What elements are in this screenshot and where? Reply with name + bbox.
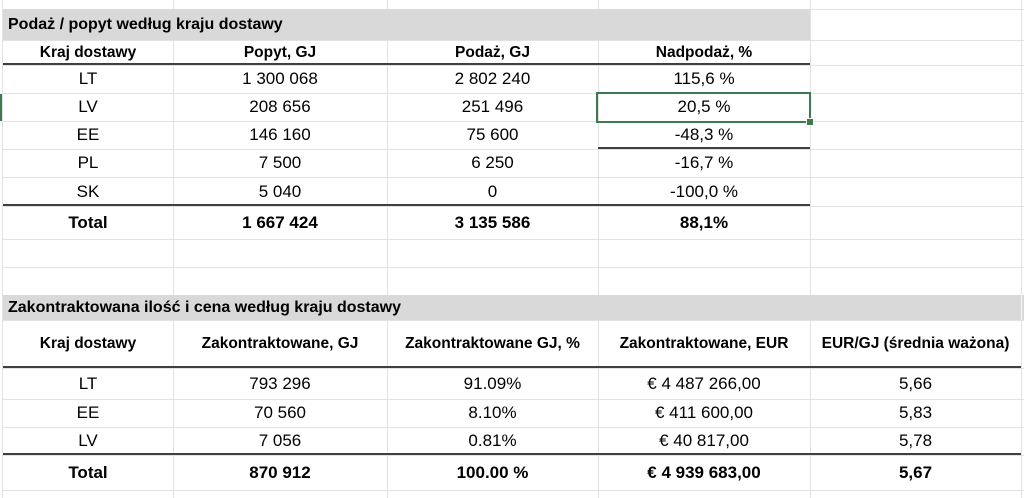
header-cell[interactable]: EUR/GJ (średnia ważona) — [821, 335, 1010, 352]
row-selection-indicator — [0, 94, 2, 121]
cell[interactable]: 75 600 — [466, 125, 519, 144]
cell[interactable]: 5 040 — [258, 182, 302, 201]
total-cell[interactable]: Total — [68, 463, 108, 482]
total-cell[interactable]: 1 667 424 — [242, 213, 318, 232]
gridline-v — [173, 0, 174, 498]
total-cell[interactable]: 870 912 — [249, 463, 311, 482]
cell[interactable]: -48,3 % — [674, 125, 734, 144]
cell[interactable]: 5,83 — [898, 403, 933, 422]
header-cell[interactable]: Kraj dostawy — [39, 335, 137, 352]
cell[interactable]: € 40 817,00 — [659, 431, 749, 450]
cell[interactable]: LV — [78, 431, 98, 450]
total-cell[interactable]: Total — [68, 213, 108, 232]
gridline-h — [2, 427, 1024, 428]
header-cell[interactable]: Kraj dostawy — [39, 44, 137, 61]
table2-total-top-border — [3, 453, 1021, 455]
cell[interactable]: 793 296 — [249, 374, 311, 393]
cell[interactable]: EE — [76, 403, 100, 422]
gridline-v — [1021, 0, 1022, 498]
gridline-h — [2, 40, 1024, 41]
total-cell[interactable]: 88,1% — [679, 213, 729, 232]
table1-header-bottom-border — [3, 63, 810, 65]
gridline-h — [2, 399, 1024, 400]
gridline-h — [2, 177, 1024, 178]
cell[interactable]: 0 — [487, 182, 498, 201]
selected-cell-outline — [596, 92, 811, 123]
cell[interactable]: 6 250 — [471, 153, 514, 172]
cell[interactable]: 1 300 068 — [242, 69, 318, 88]
cell[interactable]: -16,7 % — [674, 153, 734, 172]
gridline-h — [2, 368, 1024, 369]
header-cell[interactable]: Zakontraktowane GJ, % — [405, 335, 580, 352]
cell[interactable]: € 4 487 266,00 — [647, 374, 761, 393]
gridline-v — [1021, 295, 1022, 320]
cell[interactable]: 251 496 — [461, 97, 524, 116]
cell[interactable]: SK — [76, 182, 100, 201]
total-cell[interactable]: 5,67 — [898, 463, 933, 482]
cell[interactable]: 91.09% — [463, 374, 522, 393]
cell[interactable]: € 411 600,00 — [655, 403, 753, 422]
cell[interactable]: 2 802 240 — [454, 69, 531, 88]
cell[interactable]: LV — [78, 97, 98, 116]
table1-title[interactable]: Podaż / popyt według kraju dostawy — [3, 9, 810, 40]
cell[interactable]: EE — [76, 125, 100, 144]
cell[interactable]: LT — [78, 69, 98, 88]
cell[interactable]: PL — [77, 153, 99, 172]
gridline-h — [2, 239, 1024, 240]
gridline-h — [2, 267, 1024, 268]
cell[interactable]: 0.81% — [468, 431, 517, 450]
header-cell[interactable]: Popyt, GJ — [243, 44, 317, 61]
cell[interactable]: 208 656 — [249, 97, 311, 116]
cell[interactable]: 5,66 — [898, 374, 933, 393]
gridline-v — [387, 0, 388, 498]
gridline-h — [2, 206, 1024, 207]
gridline-h — [2, 320, 1024, 321]
total-cell[interactable]: 100.00 % — [456, 463, 529, 482]
fill-handle[interactable] — [806, 118, 814, 126]
cell[interactable]: 146 160 — [249, 125, 311, 144]
cell[interactable]: 8.10% — [468, 403, 517, 422]
total-cell[interactable]: 3 135 586 — [454, 213, 531, 232]
cell[interactable]: 5,78 — [898, 431, 933, 450]
cell[interactable]: 115,6 % — [673, 69, 735, 88]
header-cell[interactable]: Podaż, GJ — [455, 44, 530, 61]
table2-title[interactable]: Zakontraktowana ilość i cena według kraj… — [3, 295, 1024, 320]
cell[interactable]: -100,0 % — [669, 182, 739, 201]
gridline-v — [810, 0, 811, 498]
gridline-h — [2, 93, 1024, 94]
cell[interactable]: 7 056 — [258, 431, 302, 450]
cell[interactable]: LT — [78, 374, 98, 393]
gridline-h — [2, 490, 1024, 491]
gridline-h — [2, 65, 1024, 66]
cell[interactable]: 20,5 % — [677, 97, 731, 116]
gridline-v — [598, 0, 599, 498]
table1-total-top-border — [3, 204, 810, 206]
cell[interactable]: 7 500 — [258, 153, 302, 172]
header-cell[interactable]: Zakontraktowane, GJ — [201, 335, 359, 352]
total-cell[interactable]: € 4 939 683,00 — [647, 463, 761, 482]
table2-header-bottom-border — [3, 366, 1021, 368]
gridline-v — [2, 0, 3, 498]
gridline-h — [2, 149, 1024, 150]
gridline-h — [2, 455, 1024, 456]
header-cell[interactable]: Nadpodaż, % — [655, 44, 753, 61]
table1-ee-percent-bottom-border — [598, 147, 810, 149]
cell[interactable]: 70 560 — [254, 403, 306, 422]
gridline-h — [2, 121, 1024, 122]
header-cell[interactable]: Zakontraktowane, EUR — [619, 335, 789, 352]
